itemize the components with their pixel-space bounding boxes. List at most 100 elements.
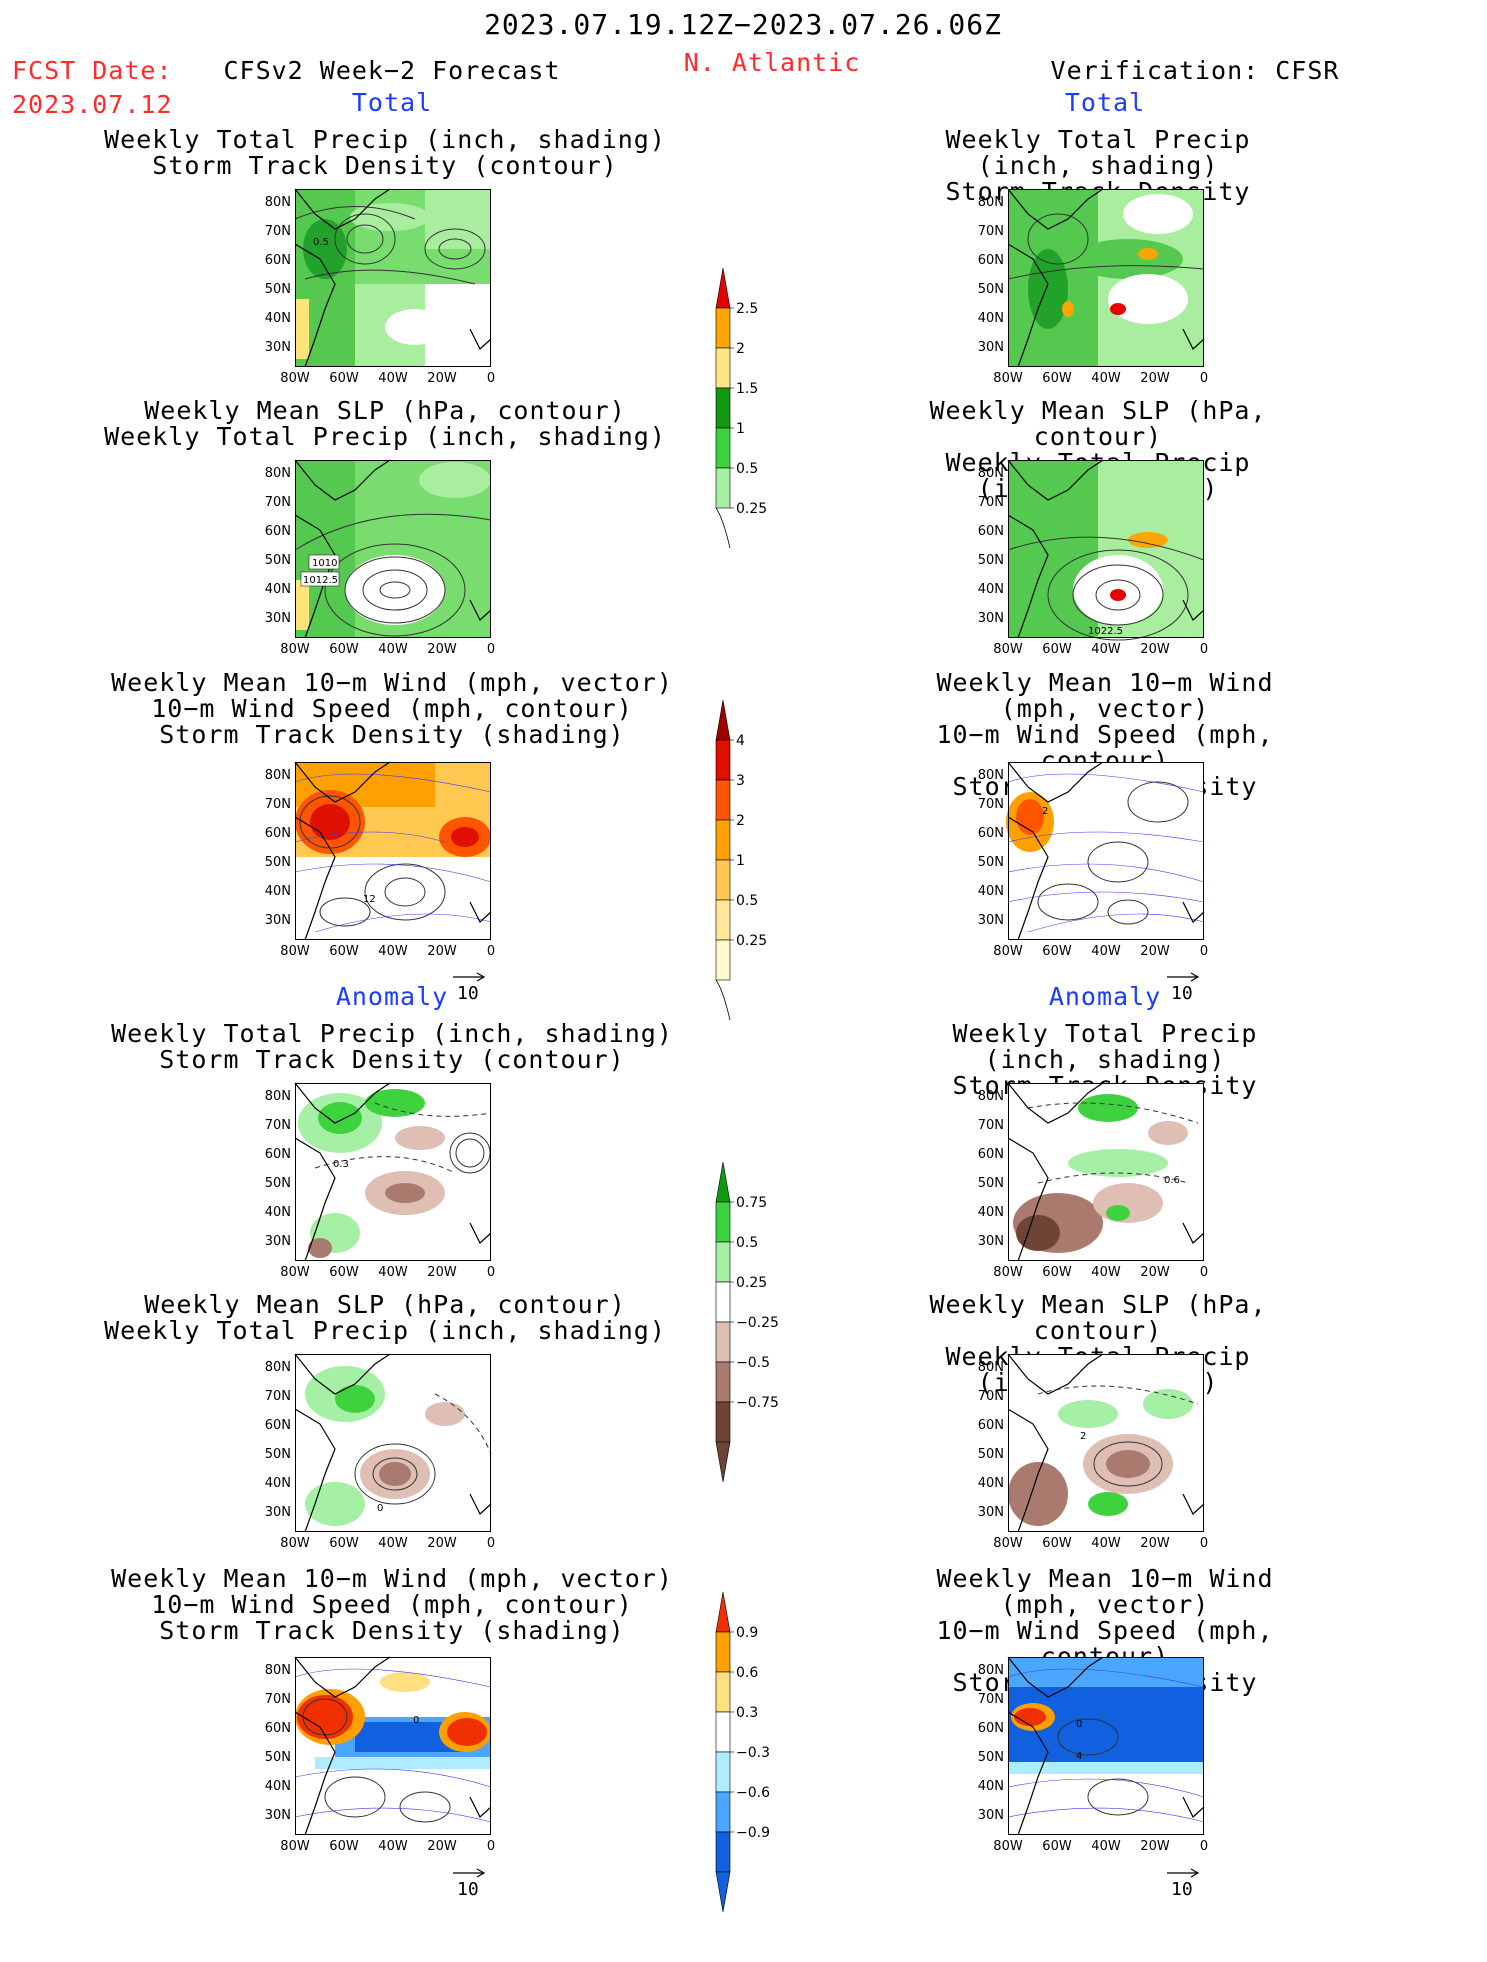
lon-tick-label: 0 [1199,371,1209,386]
lat-tick-label: 40N [977,884,1004,899]
fcst-slp-precip-title: Weekly Mean SLP (hPa, contour) Weekly To… [104,398,666,450]
lon-tick-label: 60W [1042,1839,1072,1854]
fcst-anom-precip-storm-title: Weekly Total Precip (inch, shading) Stor… [111,1021,673,1073]
lon-tick-label: 60W [1042,1265,1072,1280]
lat-tick-label: 30N [977,1234,1004,1249]
lat-tick-label: 60N [264,524,291,539]
lon-tick-label: 60W [329,642,359,657]
colorbar-label: 4 [736,733,745,749]
verif-total-precip-storm-map [1007,188,1205,368]
lat-tick-label: 40N [264,1205,291,1220]
colorbar-label: 2 [736,341,745,357]
fcst-precip-storm-title: Weekly Total Precip (inch, shading) Stor… [104,127,666,179]
title-line: Weekly Total Precip (inch, shading) [104,125,666,154]
colorbar-swatch [715,899,731,941]
colorbar-bottom-arrow [715,1441,731,1483]
lon-tick-label: 40W [378,1265,408,1280]
lon-tick-label: 60W [1042,1536,1072,1551]
title-line: Weekly Total Precip (inch, shading) [952,1019,1258,1074]
lat-tick-label: 60N [977,1418,1004,1433]
fcst-anom-slp-precip-title: Weekly Mean SLP (hPa, contour) Weekly To… [104,1292,666,1344]
lat-tick-label: 80N [264,1360,291,1375]
lat-tick-label: 70N [264,224,291,239]
vector-arrow-icon [1167,972,1200,982]
colorbar-swatch [715,739,731,781]
lat-tick-label: 30N [977,611,1004,626]
lat-tick-label: 50N [977,282,1004,297]
colorbar-label: 1.5 [736,381,758,397]
lat-tick-label: 80N [264,768,291,783]
contour-label: 0 [413,1715,419,1726]
lon-tick-label: 80W [993,1536,1023,1551]
title-line: Weekly Mean SLP (hPa, contour) [929,396,1267,451]
contour-label: 2 [1042,806,1048,817]
contour-label: 4 [1076,1751,1082,1762]
title-line: Weekly Mean 10−m Wind (mph, vector) [111,1564,673,1593]
contour-label: 1022.5 [1088,626,1123,637]
colorbar-top-arrow [715,267,731,309]
fcst-wind-storm-title: Weekly Mean 10−m Wind (mph, vector) 10−m… [111,670,673,748]
verif-total-wind-density-map: 2 [1006,761,1205,941]
colorbar-top-arrow [715,1161,731,1203]
title-line: Weekly Mean 10−m Wind (mph, vector) [936,668,1274,723]
lat-tick-label: 60N [264,826,291,841]
lat-tick-label: 70N [264,495,291,510]
lat-tick-label: 30N [264,913,291,928]
lon-tick-label: 0 [1199,944,1209,959]
lat-tick-label: 40N [264,1476,291,1491]
colorbar-swatch [715,859,731,901]
colorbar-top-arrow [715,699,731,741]
contour-label: 0 [377,1503,383,1514]
lon-tick-label: 80W [993,1839,1023,1854]
vector-scale-label: 10 [1171,1879,1193,1900]
contour-label: 0.3 [333,1159,349,1170]
lon-tick-label: 60W [329,944,359,959]
title-line: Weekly Total Precip (inch, shading) [104,422,666,451]
vector-scale-label: 10 [1171,983,1193,1004]
lat-tick-label: 60N [977,1147,1004,1162]
lon-tick-label: 40W [378,1536,408,1551]
lat-tick-label: 60N [977,1721,1004,1736]
lat-tick-label: 40N [264,1779,291,1794]
colorbar-label: 0.5 [736,461,758,477]
fcst-anom-precip-storm-map: 0.3 [294,1082,492,1262]
lat-tick-label: 30N [264,1234,291,1249]
lon-tick-label: 80W [280,1536,310,1551]
colorbar-label: −0.75 [736,1395,779,1411]
verif-anom-precip-storm-map: 0.6 [1007,1082,1205,1262]
lon-tick-label: 60W [329,1265,359,1280]
fcst-anomaly-section: Anomaly [335,982,449,1011]
lon-tick-label: 20W [1140,642,1170,657]
colorbar-swatch [715,819,731,861]
colorbar-label: 0.25 [736,1275,767,1291]
lon-tick-label: 40W [378,944,408,959]
title-line: Weekly Total Precip (inch, shading) [945,125,1251,180]
lon-tick-label: 80W [993,944,1023,959]
lat-tick-label: 70N [977,1692,1004,1707]
lat-tick-label: 60N [264,1418,291,1433]
lat-tick-label: 50N [977,1176,1004,1191]
lat-tick-label: 40N [977,311,1004,326]
lon-tick-label: 0 [486,944,496,959]
fcst-total-precip-storm-map: 0.5 [294,188,493,369]
colorbar-label: −0.9 [736,1825,770,1841]
colorbar-top-arrow [715,1591,731,1633]
verif-anomaly-section: Anomaly [1048,982,1162,1011]
vector-arrow-icon [453,1868,486,1878]
lon-tick-label: 0 [1199,1536,1209,1551]
lat-tick-label: 70N [264,797,291,812]
colorbar-graphic: 0.9 0.6 0.3 −0.3 −0.6 −0.9 [715,1591,770,1913]
lat-tick-label: 50N [264,855,291,870]
colorbar-label: −0.3 [736,1745,770,1761]
lat-tick-label: 50N [977,553,1004,568]
lon-tick-label: 60W [329,1839,359,1854]
lon-tick-label: 20W [427,371,457,386]
colorbar-label: 0.5 [736,893,758,909]
lon-tick-label: 40W [1091,944,1121,959]
lon-tick-label: 60W [1042,944,1072,959]
lon-tick-label: 20W [427,1536,457,1551]
fcst-anom-slp-precip-map: 0 [294,1353,492,1533]
lat-tick-label: 70N [264,1692,291,1707]
lon-tick-label: 20W [1140,1536,1170,1551]
lon-tick-label: 60W [329,371,359,386]
